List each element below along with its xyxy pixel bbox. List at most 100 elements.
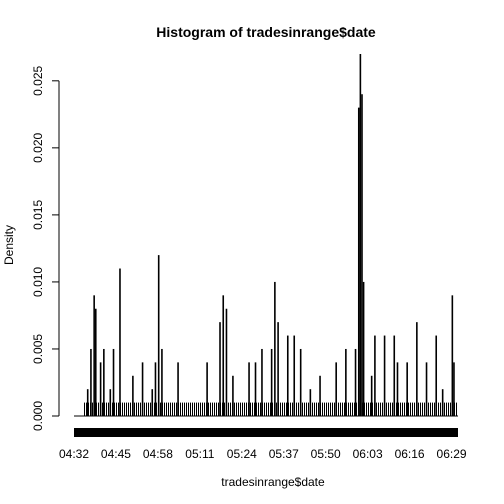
histogram-bar [92, 402, 93, 416]
histogram-bar [230, 402, 231, 416]
histogram-bar [438, 402, 439, 416]
histogram-bar [396, 362, 399, 416]
histogram-bar [260, 402, 261, 416]
histogram-bar [246, 402, 247, 416]
histogram-bar [240, 402, 241, 416]
histogram-bar [192, 402, 193, 416]
histogram-bar [150, 402, 151, 416]
histogram-bar [299, 348, 302, 416]
histogram-bar [322, 402, 323, 416]
histogram-bar [270, 402, 271, 416]
histogram-bar [146, 402, 147, 416]
histogram-bar [361, 94, 363, 416]
histogram-bar [118, 402, 119, 416]
histogram-bar [450, 402, 451, 416]
histogram-bar [354, 348, 357, 416]
histogram-bar [359, 54, 362, 416]
x-tick-label: 06:29 [437, 447, 467, 461]
histogram-bar [258, 402, 259, 416]
x-tick-label: 05:50 [311, 447, 341, 461]
histogram-bar [374, 335, 376, 416]
histogram-bar [218, 402, 219, 416]
histogram-bar [272, 402, 273, 416]
histogram-bar [335, 362, 337, 416]
histogram-bar [390, 402, 391, 416]
histogram-bar [393, 335, 396, 416]
y-tick-label: 0.010 [31, 267, 45, 297]
histogram-bar [344, 402, 345, 416]
histogram-bar [356, 402, 357, 416]
histogram-bar [309, 389, 312, 416]
histogram-bar [196, 402, 197, 416]
histogram-bar [268, 402, 269, 416]
histogram-bar [250, 402, 251, 416]
histogram-bar [370, 402, 371, 416]
histogram-bar [453, 362, 455, 416]
histogram-bar [286, 335, 289, 416]
histogram-bar [370, 375, 373, 416]
histogram-bar [396, 402, 397, 416]
histogram-bar [174, 402, 175, 416]
histogram-bar [99, 362, 102, 416]
histogram-bar [432, 402, 433, 416]
histogram-bar [186, 402, 187, 416]
histogram-bar [90, 348, 92, 416]
histogram-bar [238, 402, 239, 416]
histogram-bar [138, 402, 139, 416]
histogram-bar [280, 402, 281, 416]
histogram-bar [112, 402, 113, 416]
histogram-bar [422, 402, 423, 416]
histogram-bar [228, 402, 229, 416]
histogram-bar [264, 402, 265, 416]
histogram-bar [206, 362, 208, 416]
histogram-bar [350, 402, 351, 416]
histogram-bar [232, 375, 234, 416]
histogram-bar [277, 322, 279, 416]
histogram-bar [451, 295, 454, 416]
histogram-bar [456, 402, 457, 416]
x-tick-label: 06:03 [353, 447, 383, 461]
histogram-bar [448, 402, 449, 416]
histogram-bar [200, 402, 201, 416]
histogram-bar [252, 402, 253, 416]
histogram-bar [254, 402, 255, 416]
histogram-bar [383, 335, 386, 416]
histogram-bar [441, 389, 444, 416]
histogram-bar [388, 402, 389, 416]
histogram-bar [318, 402, 319, 416]
histogram-bar [324, 402, 325, 416]
histogram-bar [224, 402, 225, 416]
histogram-bar [435, 335, 438, 416]
histogram-bar [234, 402, 235, 416]
histogram-bar [177, 362, 179, 416]
y-tick-label: 0.025 [31, 65, 45, 95]
x-tick-label: 04:45 [101, 447, 131, 461]
x-tick-label: 04:32 [59, 447, 89, 461]
histogram-bar [270, 348, 273, 416]
histogram-bar [304, 402, 305, 416]
histogram-bar [392, 402, 393, 416]
histogram-bar [290, 402, 291, 416]
histogram-bar [184, 402, 185, 416]
histogram-bar [398, 402, 399, 416]
histogram-bar [132, 375, 134, 416]
histogram-bar [254, 362, 257, 416]
histogram-bar [446, 402, 447, 416]
histogram-bar [408, 402, 409, 416]
x-tick-label: 05:11 [185, 447, 214, 461]
histogram-bar [266, 402, 267, 416]
histogram-bar [166, 402, 167, 416]
histogram-bar [306, 402, 307, 416]
histogram-bar [316, 402, 317, 416]
histogram-bar [357, 107, 360, 416]
histogram-bars [74, 54, 458, 417]
histogram-bar [334, 402, 335, 416]
histogram-bar [386, 402, 387, 416]
histogram-bar [154, 362, 157, 416]
histogram-bar [416, 322, 418, 416]
histogram-bar [164, 402, 165, 416]
histogram-bar [168, 402, 169, 416]
histogram-bar [94, 308, 97, 416]
histogram-bar [128, 402, 129, 416]
